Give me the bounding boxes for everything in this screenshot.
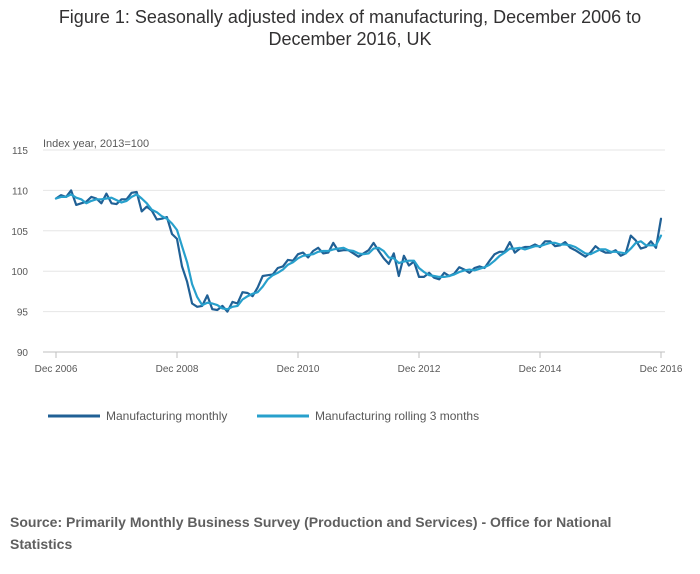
gridlines (43, 149, 665, 313)
series-line-rolling-3-months[interactable] (54, 193, 663, 311)
y-axis-label: Index year, 2013=100 (43, 138, 149, 150)
y-tick-label: 95 (17, 308, 29, 319)
y-tick-label: 105 (11, 227, 28, 238)
legend-label: Manufacturing rolling 3 months (315, 409, 479, 423)
x-tick-label: Dec 2010 (277, 364, 320, 375)
series-line-monthly[interactable] (54, 189, 663, 313)
x-tick-label: Dec 2006 (35, 364, 78, 375)
x-tick-label: Dec 2012 (398, 364, 441, 375)
x-tick-label: Dec 2016 (640, 364, 683, 375)
x-axis: Dec 2006 Dec 2008 Dec 2010 Dec 2012 Dec 2014… (35, 351, 683, 375)
legend-item-monthly[interactable]: Manufacturing monthly (48, 409, 227, 423)
x-tick-label: Dec 2008 (156, 364, 199, 375)
x-tick-label: Dec 2014 (519, 364, 562, 375)
y-tick-label: 100 (11, 267, 28, 278)
legend[interactable]: Manufacturing monthly Manufacturing rolli… (48, 409, 479, 423)
y-tick-label: 110 (12, 186, 28, 197)
plot-lines (54, 189, 663, 313)
y-tick-label: 90 (17, 348, 29, 359)
legend-item-rolling-3-months[interactable]: Manufacturing rolling 3 months (257, 409, 479, 423)
chart-title: Figure 1: Seasonally adjusted index of m… (58, 7, 642, 49)
y-axis: 90 95 100 105 110 115 (11, 146, 28, 359)
legend-label: Manufacturing monthly (106, 409, 227, 423)
source-note: Source: Primarily Monthly Business Surve… (10, 514, 612, 552)
y-tick-label: 115 (12, 146, 28, 157)
